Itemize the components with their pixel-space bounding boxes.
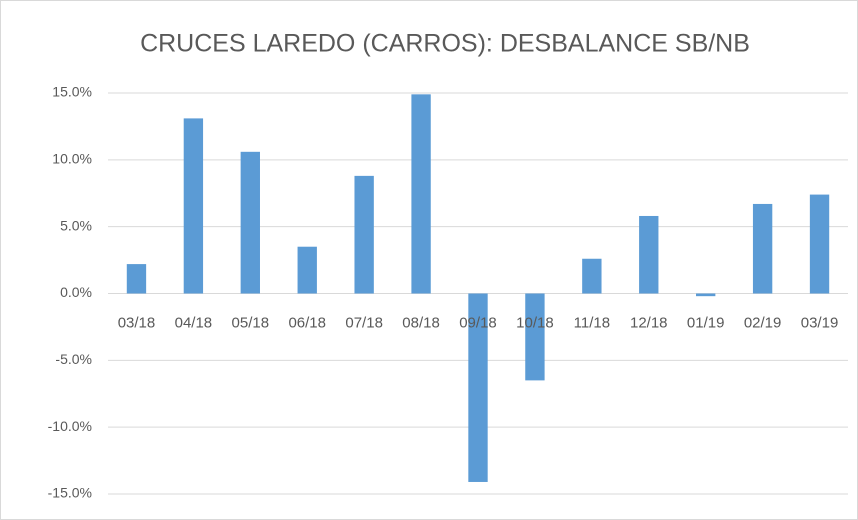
bar [696, 293, 716, 297]
bar [297, 246, 317, 294]
x-tick-label: 12/18 [630, 314, 668, 331]
x-tick-label: 10/18 [516, 314, 554, 331]
bar [525, 293, 545, 381]
bar [354, 175, 374, 294]
x-tick-label: 02/19 [744, 314, 782, 331]
y-tick-label: -5.0% [55, 351, 92, 367]
x-tick-label: 01/19 [687, 314, 725, 331]
bar [183, 118, 204, 294]
x-tick-label: 06/18 [288, 314, 326, 331]
x-tick-label: 04/18 [175, 314, 213, 331]
bar [582, 258, 602, 294]
bar [752, 203, 773, 294]
x-tick-label: 11/18 [574, 314, 610, 331]
chart-title: CRUCES LAREDO (CARROS): DESBALANCE SB/NB [140, 30, 750, 58]
bar [240, 151, 260, 294]
bar [468, 293, 488, 482]
x-tick-label: 05/18 [232, 314, 270, 331]
x-tick-label: 07/18 [345, 314, 383, 331]
x-tick-label: 08/18 [402, 314, 440, 331]
y-tick-label: 10.0% [52, 151, 92, 167]
y-tick-label: 15.0% [52, 84, 92, 100]
y-tick-label: 0.0% [60, 284, 92, 300]
y-tick-label: -15.0% [48, 485, 92, 501]
bar [411, 94, 431, 294]
x-tick-label: 09/18 [459, 314, 497, 331]
bar [809, 194, 830, 294]
bar [126, 264, 147, 294]
bar [639, 215, 659, 294]
x-tick-label: 03/19 [801, 314, 839, 331]
x-tick-label: 03/18 [118, 314, 156, 331]
y-tick-label: 5.0% [60, 217, 92, 233]
y-tick-label: -10.0% [48, 418, 92, 434]
